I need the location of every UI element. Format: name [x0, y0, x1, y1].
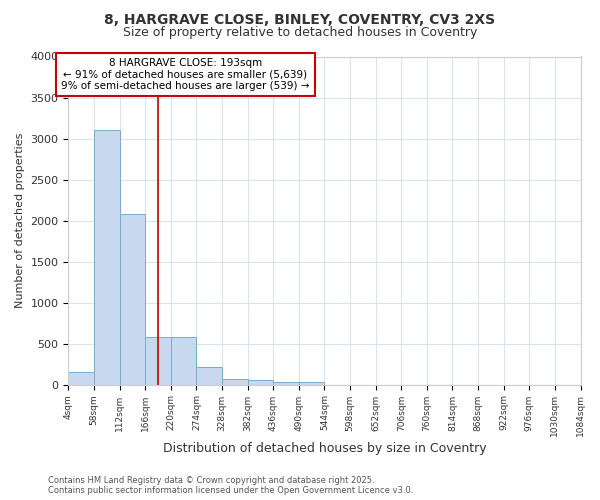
X-axis label: Distribution of detached houses by size in Coventry: Distribution of detached houses by size … — [163, 442, 486, 455]
Bar — [68, 372, 94, 384]
Text: Contains HM Land Registry data © Crown copyright and database right 2025.
Contai: Contains HM Land Registry data © Crown c… — [48, 476, 413, 495]
Bar — [171, 337, 196, 384]
Text: Size of property relative to detached houses in Coventry: Size of property relative to detached ho… — [123, 26, 477, 39]
Text: 8, HARGRAVE CLOSE, BINLEY, COVENTRY, CV3 2XS: 8, HARGRAVE CLOSE, BINLEY, COVENTRY, CV3… — [104, 12, 496, 26]
Bar — [248, 380, 273, 384]
Bar — [222, 379, 248, 384]
Bar — [196, 367, 222, 384]
Bar — [145, 337, 171, 384]
Bar — [299, 382, 325, 384]
Bar — [119, 214, 145, 384]
Y-axis label: Number of detached properties: Number of detached properties — [15, 133, 25, 308]
Bar — [273, 382, 299, 384]
Text: 8 HARGRAVE CLOSE: 193sqm
← 91% of detached houses are smaller (5,639)
9% of semi: 8 HARGRAVE CLOSE: 193sqm ← 91% of detach… — [61, 58, 310, 91]
Bar — [94, 130, 119, 384]
